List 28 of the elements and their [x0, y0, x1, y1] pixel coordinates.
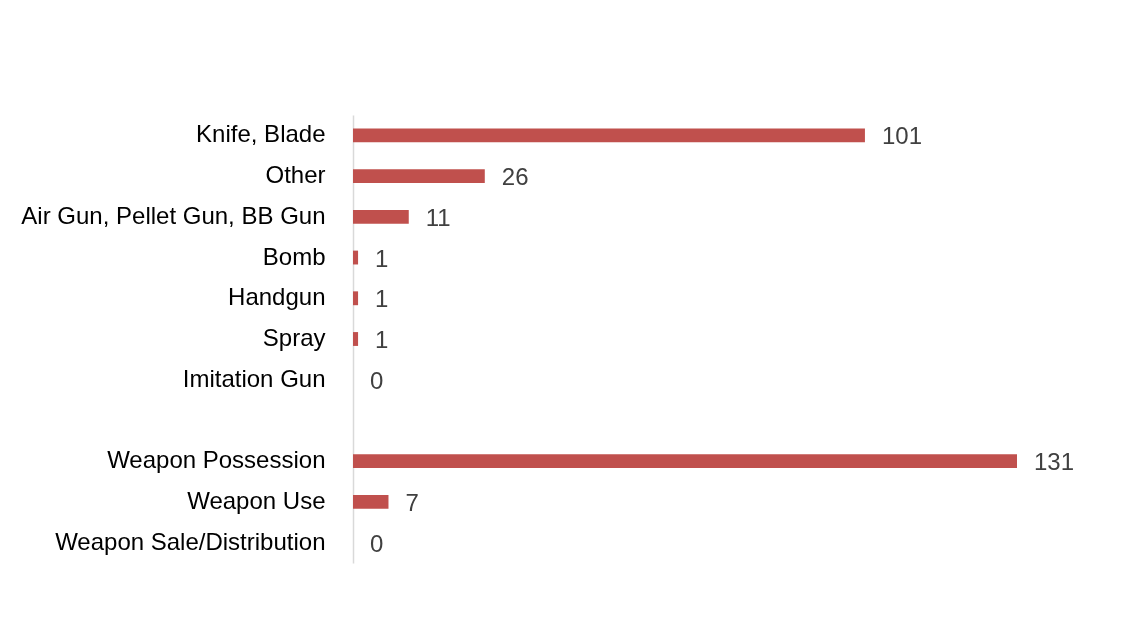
- bar: [353, 250, 359, 265]
- y-tick-label: Weapon Sale/Distribution: [55, 527, 326, 555]
- data-label: 1: [375, 326, 389, 353]
- data-label: 101: [881, 122, 922, 150]
- bar: [353, 169, 485, 184]
- y-tick-label: Handgun: [228, 283, 326, 311]
- bar: [353, 209, 409, 224]
- bar: [353, 332, 359, 346]
- data-label: 7: [405, 488, 419, 516]
- data-label: 131: [1034, 448, 1075, 476]
- bar: [353, 454, 1017, 469]
- data-label: 1: [375, 244, 389, 272]
- y-tick-label: Spray: [262, 324, 326, 351]
- data-label: 1: [375, 285, 389, 313]
- data-label: 0: [370, 366, 384, 394]
- data-label: 26: [501, 163, 529, 191]
- data-label: 11: [425, 203, 451, 231]
- bar: [353, 291, 359, 306]
- bar: [353, 128, 865, 143]
- data-label: 0: [370, 529, 384, 557]
- y-tick-label: Knife, Blade: [196, 120, 326, 148]
- y-tick-label: Air Gun, Pellet Gun, BB Gun: [21, 201, 326, 229]
- y-tick-label: Weapon Use: [187, 486, 326, 514]
- y-tick-label: Imitation Gun: [182, 364, 326, 392]
- y-tick-label: Weapon Possession: [107, 446, 326, 474]
- bar: [353, 494, 389, 509]
- y-tick-label: Bomb: [262, 242, 326, 270]
- y-tick-label: Other: [265, 161, 326, 189]
